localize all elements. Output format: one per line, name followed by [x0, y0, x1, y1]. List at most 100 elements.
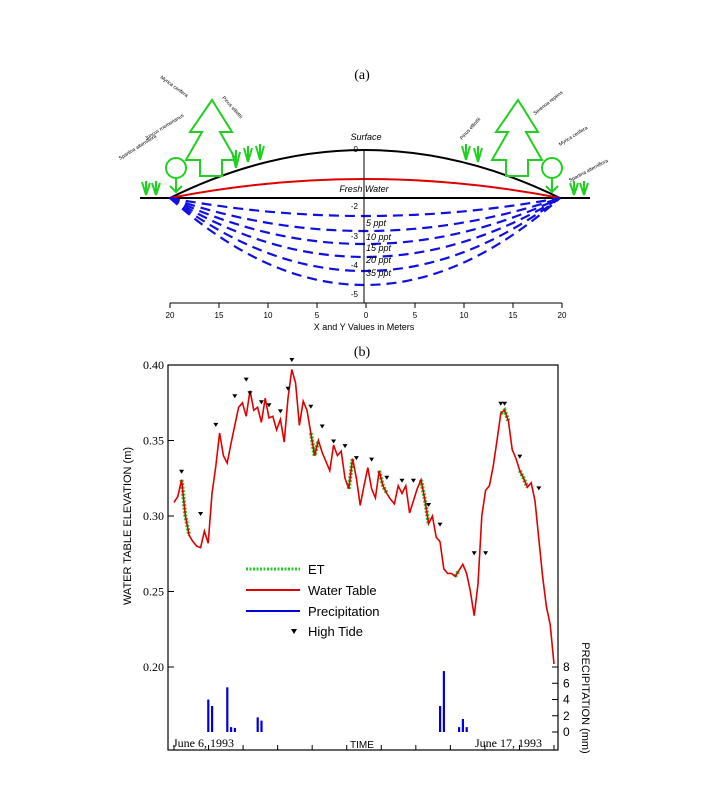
high-tide-marker: [369, 457, 375, 462]
legend: ET Water Table Precipitation High Tide: [246, 562, 380, 639]
y-axis-left-tick-label: 0.40: [143, 358, 164, 372]
precipitation-bar: [260, 720, 263, 732]
high-tide-marker: [331, 439, 337, 444]
y-axis-left: 0.40 0.35 0.30 0.25 0.20: [143, 358, 174, 674]
legend-swatch-high-tide: [291, 629, 297, 634]
contour-label: 10 ppt: [366, 232, 392, 242]
high-tide-marker: [179, 469, 185, 474]
plot-frame: [167, 364, 559, 751]
y-axis-left-tick-label: 0.25: [143, 585, 164, 599]
grass-icon: [461, 144, 483, 163]
high-tide-marker: [243, 377, 249, 382]
high-tide-marker: [471, 551, 477, 556]
high-tide-marker: [308, 404, 314, 409]
x-axis-a-tick-label: 10: [460, 311, 469, 320]
vegetation: [141, 98, 589, 196]
contour-labels: 5 ppt 10 ppt 15 ppt 20 ppt 35 ppt: [365, 218, 392, 278]
panel-a-label: (a): [354, 68, 370, 83]
depth-tick-label: 0: [354, 145, 359, 154]
plant-label: Spartina alterniflora: [568, 158, 609, 184]
plant-label: Myrica cerifera: [159, 75, 189, 99]
high-tide-marker: [384, 475, 390, 480]
plant-label: Pinus elliottii: [221, 95, 244, 120]
high-tide-marker: [232, 394, 238, 399]
precipitation-bar: [211, 706, 214, 732]
precipitation-bar: [458, 727, 461, 732]
precipitation-bar: [207, 699, 210, 732]
y-axis-right-tick-label: 2: [563, 709, 570, 723]
date-end-label: June 17, 1993: [475, 736, 542, 750]
precipitation-bar: [233, 727, 236, 732]
contour-line: [169, 196, 561, 233]
y-axis-right: 8 6 4 2 0: [552, 660, 570, 739]
high-tide-marker: [266, 403, 272, 408]
legend-label-water-table: Water Table: [308, 583, 377, 598]
depth-tick-label: -4: [351, 261, 359, 270]
high-tide-marker: [289, 358, 295, 362]
grass-icon: [141, 181, 161, 196]
y-axis-left-tick-label: 0.20: [143, 660, 164, 674]
grass-icon: [231, 144, 265, 169]
y-axis-right-label: PRECIPITATION (mm): [579, 642, 591, 753]
x-axis-a-tick-label: 15: [509, 311, 518, 320]
y-axis-right-tick-label: 6: [563, 676, 570, 690]
pine-tree-icon: [184, 98, 238, 177]
high-tide-marker: [247, 391, 253, 396]
depth-axis-ticks: 0 -2 -3 -4 -5: [351, 145, 359, 299]
panel-b-time-series: (b) 0.40 0.35 0.30 0.25 0.20 8 6 4 2 0 WATER TAB…: [122, 345, 591, 754]
contour-label: 35 ppt: [366, 268, 392, 278]
x-axis-b-label: TIME: [350, 740, 374, 751]
shrub-icon: [541, 157, 563, 194]
x-axis-b: [173, 745, 555, 750]
contour-label: 5 ppt: [366, 218, 387, 228]
high-tide-marker: [517, 454, 523, 459]
pine-tree-icon: [490, 98, 544, 177]
depth-tick-label: -3: [351, 232, 359, 241]
legend-label-high-tide: High Tide: [308, 624, 363, 639]
contour-line: [169, 197, 561, 258]
shrub-icon: [165, 157, 187, 194]
x-axis-a-tick-label: 5: [413, 311, 418, 320]
precipitation-bar: [461, 719, 464, 732]
high-tide-marker: [536, 486, 542, 491]
high-tide-marker: [410, 478, 416, 483]
high-tide-marker: [285, 386, 291, 391]
x-axis-a-tick-label: 5: [315, 311, 320, 320]
x-axis-a-tick-label: 20: [558, 311, 567, 320]
y-axis-left-tick-label: 0.35: [143, 434, 164, 448]
x-axis-a-label: X and Y Values in Meters: [314, 322, 415, 332]
date-start-label: June 6, 1993: [173, 736, 234, 750]
depth-tick-label: -5: [351, 290, 359, 299]
y-axis-left-tick-label: 0.30: [143, 509, 164, 523]
precipitation-bar: [465, 727, 468, 732]
high-tide-marker: [342, 444, 348, 449]
y-axis-right-tick-label: 8: [563, 660, 570, 674]
contour-label: 15 ppt: [366, 243, 392, 253]
contour-line: [169, 197, 561, 273]
panel-b-label: (b): [354, 345, 371, 360]
high-tide-marker: [353, 456, 359, 461]
salinity-contours: [169, 196, 561, 287]
depth-tick-label: -2: [351, 202, 359, 211]
high-tide-marker: [258, 400, 264, 405]
freshwater-label: Fresh Water: [339, 184, 389, 194]
panel-a-cross-section: (a) 0 -2 -3 -4 -5 Surface Fresh Water 5: [118, 68, 610, 332]
water-table-series-line: [173, 369, 555, 665]
y-axis-left-label: WATER TABLE ELEVATION (m): [122, 447, 134, 605]
plant-label: Juncus roemerianus: [144, 112, 186, 141]
high-tide-marker: [198, 512, 204, 517]
contour-line: [169, 197, 561, 245]
legend-label-precipitation: Precipitation: [308, 604, 380, 619]
precipitation-bar: [256, 717, 259, 732]
contour-label: 20 ppt: [365, 255, 392, 265]
contour-line: [169, 196, 561, 218]
plant-label: Serenoa repens: [533, 90, 565, 117]
high-tide-marker: [319, 424, 325, 429]
grass-icon: [569, 181, 589, 196]
precipitation-bar: [230, 727, 233, 732]
x-axis-a-tick-label: 15: [215, 311, 224, 320]
precipitation-bar: [442, 671, 445, 732]
plant-label: Pinus elliottii: [459, 117, 482, 142]
y-axis-right-tick-label: 0: [563, 725, 570, 739]
